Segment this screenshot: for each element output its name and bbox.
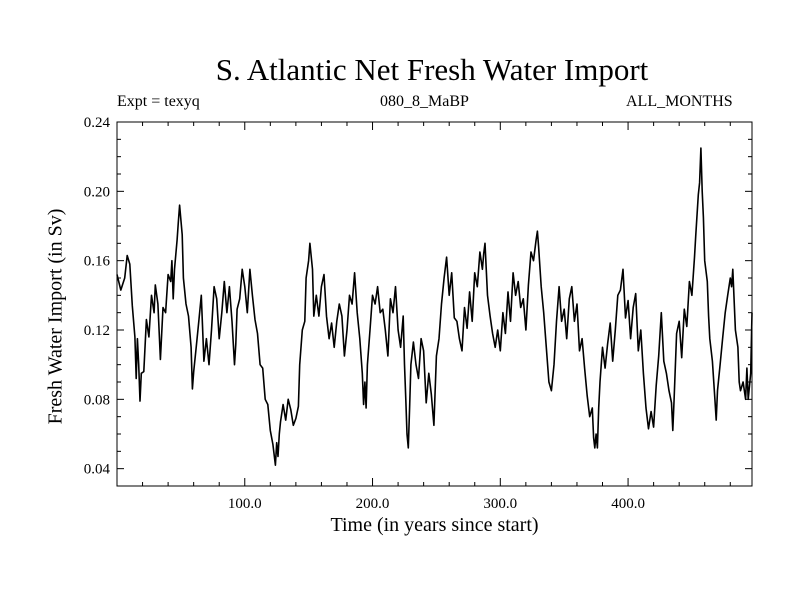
x-tick-label: 200.0 <box>356 496 390 512</box>
x-tick-label: 400.0 <box>611 496 645 512</box>
experiment-label: Expt = texyq <box>117 93 200 110</box>
y-tick-label: 0.04 <box>84 462 111 478</box>
x-axis-label: Time (in years since start) <box>330 514 539 536</box>
chart-title: S. Atlantic Net Fresh Water Import <box>215 52 649 87</box>
x-tick-label: 100.0 <box>228 496 262 512</box>
y-tick-label: 0.20 <box>84 184 110 200</box>
y-tick-label: 0.12 <box>84 323 110 339</box>
y-tick-label: 0.24 <box>84 115 111 131</box>
y-axis-label: Fresh Water Import (in Sv) <box>44 208 67 425</box>
y-tick-label: 0.16 <box>84 254 111 270</box>
y-tick-label: 0.08 <box>84 392 110 408</box>
plot-frame <box>116 121 753 487</box>
months-label: ALL_MONTHS <box>626 93 733 110</box>
series-line <box>116 147 753 466</box>
run-label: 080_8_MaBP <box>380 93 469 110</box>
x-tick-label: 300.0 <box>483 496 517 512</box>
